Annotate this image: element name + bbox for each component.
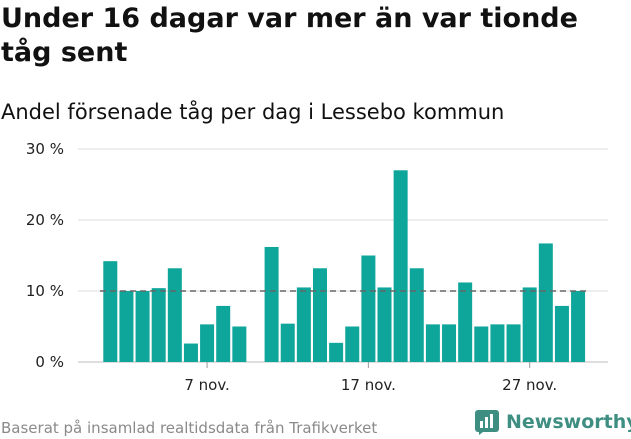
bar <box>425 324 440 362</box>
y-tick-label: 10 % <box>26 282 64 300</box>
bar <box>280 323 295 362</box>
bar <box>361 255 376 362</box>
newsworthy-logo-text: Newsworthy <box>506 411 631 433</box>
bar <box>183 343 198 362</box>
source-note: Baserat på insamlad realtidsdata från Tr… <box>1 419 378 437</box>
newsworthy-logo[interactable]: Newsworthy <box>474 408 631 436</box>
bar <box>474 326 489 362</box>
bar <box>377 287 392 362</box>
bar-layer <box>103 170 586 362</box>
chart-subtitle: Andel försenade tåg per dag i Lessebo ko… <box>1 100 505 124</box>
bar <box>135 291 150 362</box>
bar <box>506 324 521 362</box>
bar-chart: 0 % 10 % 20 % 30 % 7 nov. 17 nov. 27 nov. <box>26 140 608 394</box>
bar <box>216 305 231 362</box>
bar <box>554 305 569 362</box>
bar <box>329 342 344 362</box>
bar <box>345 326 360 362</box>
y-tick-label: 30 % <box>26 140 64 158</box>
x-tick-label: 17 nov. <box>341 376 396 394</box>
bar <box>393 170 408 362</box>
bar <box>264 246 279 362</box>
x-tick-label: 7 nov. <box>184 376 229 394</box>
bar <box>296 287 311 362</box>
y-tick-label: 20 % <box>26 211 64 229</box>
bar <box>571 291 586 362</box>
bar <box>442 324 457 362</box>
bar <box>200 324 215 362</box>
bar <box>167 268 182 362</box>
x-tick-label: 27 nov. <box>502 376 557 394</box>
bar <box>232 326 247 362</box>
newsworthy-logo-icon <box>475 410 499 435</box>
bar <box>490 324 505 362</box>
chart-title: Under 16 dagar var mer än var tionde tåg… <box>1 3 578 68</box>
y-tick-label: 0 % <box>35 353 64 371</box>
bar <box>119 291 134 362</box>
bar <box>409 268 424 362</box>
bar <box>103 261 118 362</box>
bar <box>538 243 553 362</box>
bar <box>522 287 537 362</box>
label-layer: 0 % 10 % 20 % 30 % 7 nov. 17 nov. 27 nov. <box>26 140 557 394</box>
bar <box>458 282 473 362</box>
bar <box>312 268 327 362</box>
bar <box>151 288 166 362</box>
